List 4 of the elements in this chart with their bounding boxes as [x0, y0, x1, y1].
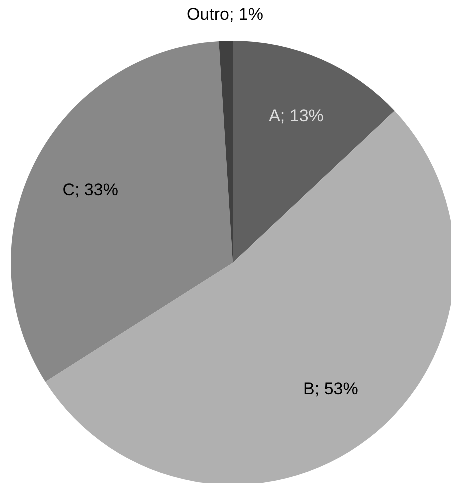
slice-label: A; 13%	[269, 106, 324, 126]
slice-label: Outro; 1%	[186, 5, 264, 24]
slice-label: B; 53%	[304, 379, 358, 398]
slice-label: C; 33%	[62, 180, 118, 200]
